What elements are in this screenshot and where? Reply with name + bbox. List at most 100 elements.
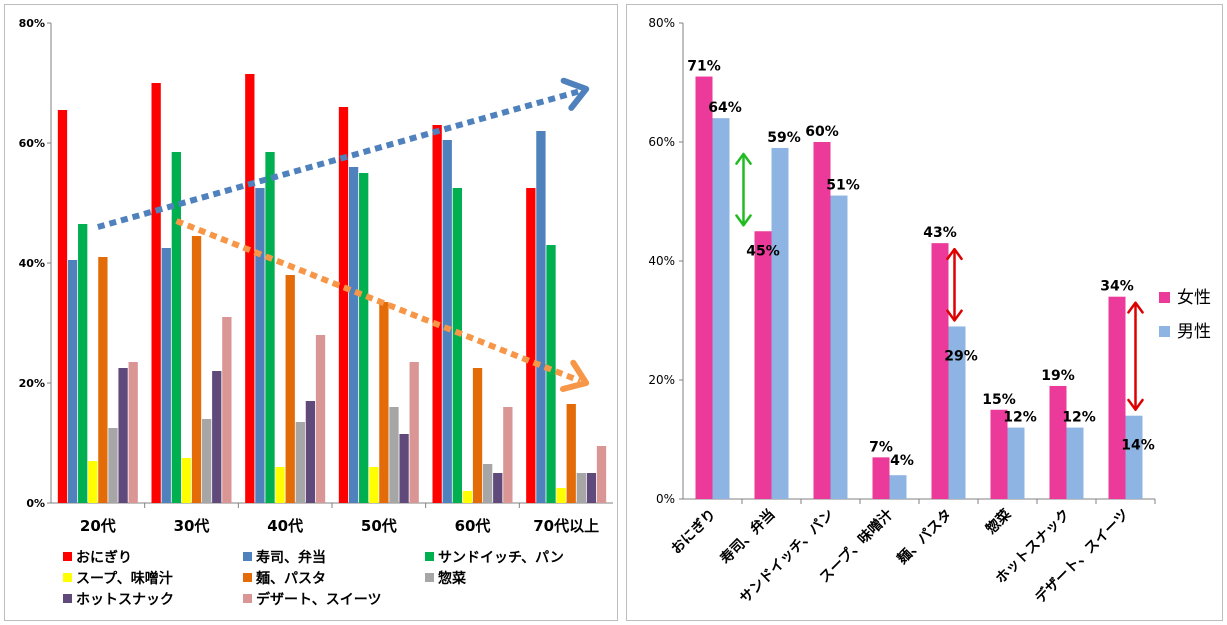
bar-4 [556,488,566,503]
legend-swatch [243,552,252,561]
x-tick-label: 70代以上 [533,517,599,535]
y-tick-label: 20% [19,377,45,390]
bar-2 [536,131,546,503]
bar-female [1049,385,1067,499]
data-label-female: 19% [1041,368,1075,384]
bar-6 [202,419,212,503]
bar-4 [462,491,473,503]
bar-6 [483,464,493,503]
legend-label: スープ、味噌汁 [76,570,173,587]
bar-3 [359,173,369,503]
bar-3 [452,188,462,503]
bar-3 [171,152,181,503]
data-label-male: 4% [890,453,914,469]
age-chart-panel: 0% 20% 40% 60% 80% 20代 30代 40代 50代 60代 70代以上 おにぎり 寿司… [4,4,618,621]
bar-1 [151,83,161,503]
y-tick-label: 0% [26,497,45,510]
bar-male [1125,415,1143,499]
data-label-male: 51% [826,178,860,194]
data-label-female: 71% [687,59,721,75]
bar-male [1066,427,1084,499]
bar-7 [399,434,409,503]
bar-female [1108,296,1126,499]
legend-label: 麺、パスタ [255,570,326,587]
legend-label: 惣菜 [438,570,467,587]
bar-4 [88,461,98,503]
bar-8 [503,407,513,503]
difference-arrow-head [1127,301,1144,314]
bar-7 [118,368,128,503]
bar-6 [108,428,118,503]
trend-arrow-head [560,77,590,111]
bar-male [1007,427,1025,499]
data-label-male: 12% [1062,410,1096,426]
data-label-male: 14% [1121,438,1155,454]
legend-swatch [1159,326,1170,337]
legend-swatch [243,594,252,603]
data-label-female: 34% [1100,279,1134,295]
bar-4 [181,458,192,503]
difference-arrow-head [1127,398,1144,411]
legend-label: デザート、スイーツ [256,591,381,608]
x-tick-label: 60代 [455,517,491,535]
difference-arrow-head [946,247,963,261]
bar-7 [305,401,316,503]
bar-female [695,76,713,500]
legend-swatch [1159,292,1170,303]
bar-female [872,457,890,499]
bar-3 [265,152,275,503]
bar-male [889,475,907,499]
gender-chart-panel: 0% 20% 40% 60% 80% おにぎり 寿司、弁当 サンドイッチ、パン スープ、味噌汁麺… [626,4,1223,621]
bar-1 [526,188,536,503]
legend-label: 寿司、弁当 [256,549,326,566]
bar-4 [369,467,379,503]
legend-label: ホットスナック [76,592,174,608]
gender-bar-chart: 0%20%40%60%80%おにぎり寿司、弁当サンドイッチ、パンスープ、味噌汁麺… [648,16,1211,607]
bar-male [830,195,848,500]
bar-7 [212,371,222,503]
bar-2 [442,140,452,503]
bar-1 [338,107,349,503]
data-label-male: 64% [708,100,742,116]
x-tick-label: 惣菜 [983,505,1016,538]
data-label-female: 43% [923,225,957,241]
data-label-female: 60% [805,124,839,140]
y-tick-label: 0% [656,492,675,506]
x-tick-label: 40代 [267,517,303,535]
legend-label: 女性 [1177,288,1211,308]
bar-8 [315,335,326,503]
bar-7 [493,473,503,503]
x-tick-label: 麺、パスタ [893,506,955,568]
legend-swatch [63,552,72,561]
difference-arrow-head [946,309,963,322]
bar-5 [191,236,202,503]
bar-7 [586,473,597,503]
bar-3 [546,245,556,503]
bar-female [754,231,772,499]
y-tick-label: 60% [648,135,675,149]
y-tick-label: 40% [648,254,675,268]
bar-female [931,243,949,499]
bar-2 [348,167,359,503]
bar-male [712,118,730,499]
bar-2 [255,188,265,503]
legend-swatch [63,594,72,603]
data-label-female: 7% [869,439,893,455]
bar-4 [275,467,285,503]
difference-arrow-head [735,214,752,227]
bar-2 [161,248,171,503]
legend-label: 男性 [1177,322,1211,342]
bar-1 [432,125,442,503]
data-label-female: 15% [982,392,1016,408]
x-tick-label: 30代 [174,517,210,535]
legend-swatch [425,552,434,561]
bar-5 [379,302,389,503]
trend-arrow-line [175,218,582,384]
bar-male [948,326,966,499]
bar-8 [409,362,419,503]
bar-5 [98,257,108,503]
bar-6 [295,422,305,503]
trend-arrow-head [559,359,590,392]
bar-1 [57,110,68,503]
